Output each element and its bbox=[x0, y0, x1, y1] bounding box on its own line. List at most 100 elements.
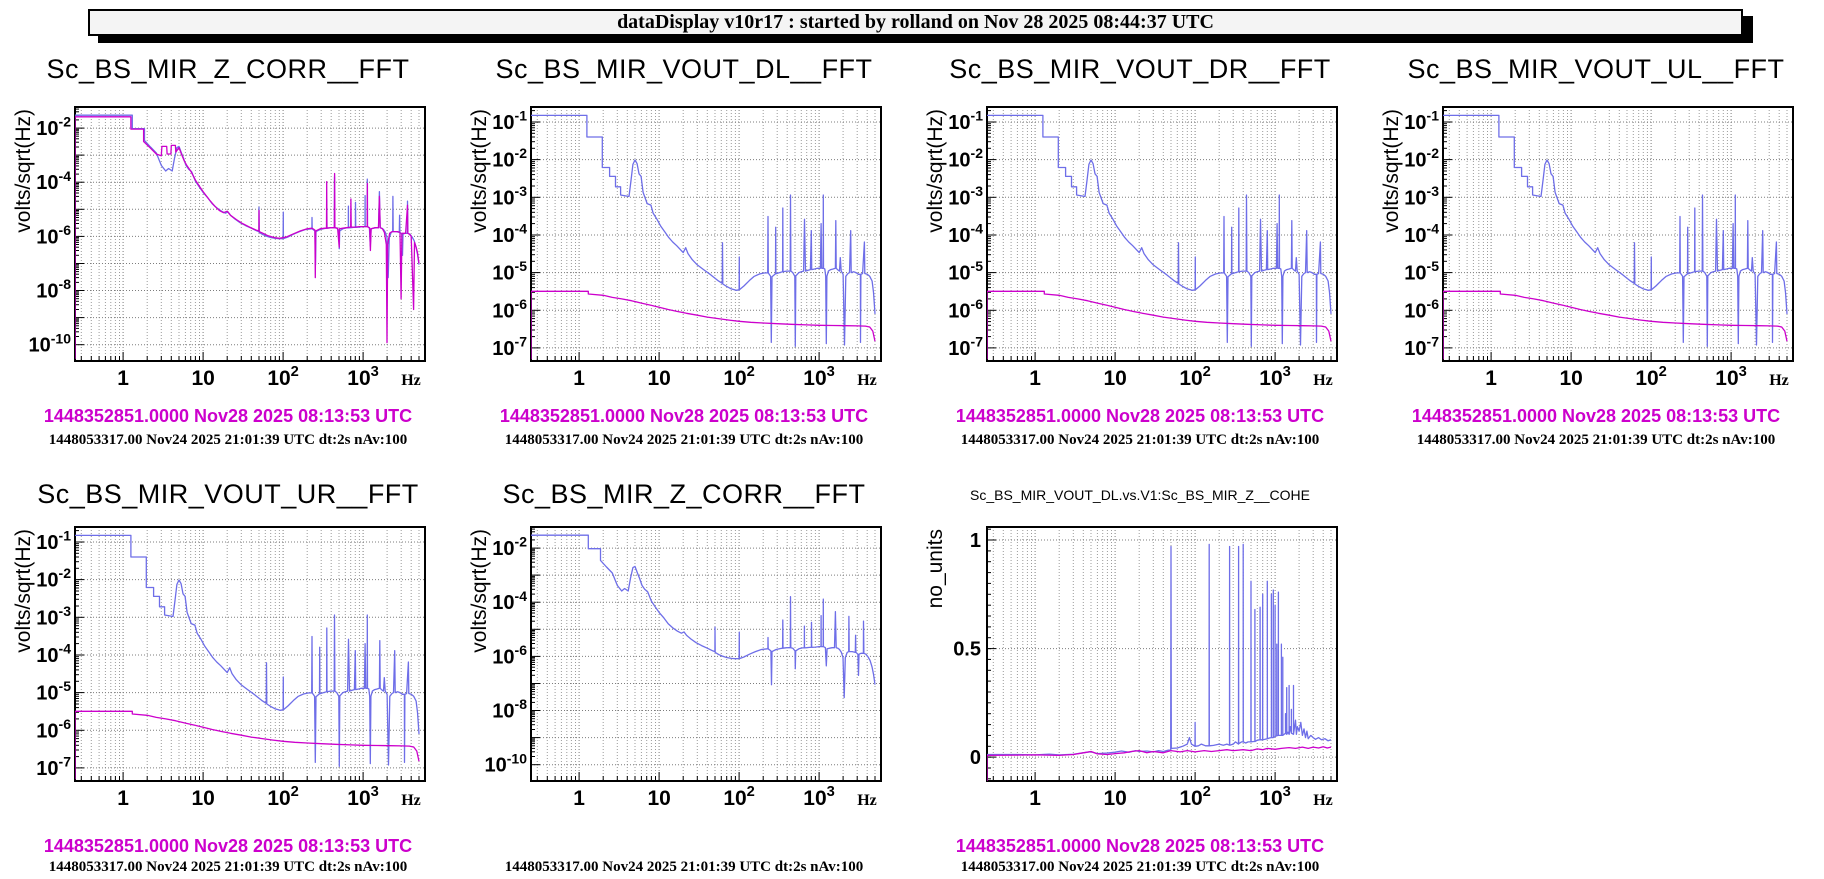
plot-title: Sc_BS_MIR_VOUT_DL__FFT bbox=[495, 54, 873, 84]
svg-text:1: 1 bbox=[1029, 787, 1041, 810]
svg-text:10-10: 10-10 bbox=[29, 330, 72, 356]
svg-text:10-5: 10-5 bbox=[492, 258, 527, 284]
plot-canvas: 10-10 10-8 10-6 10-4 10-2 1 10 102 103 Hz volts/sq… bbox=[0, 92, 456, 402]
svg-text:volts/sqrt(Hz): volts/sqrt(Hz) bbox=[924, 109, 947, 233]
svg-text:10-7: 10-7 bbox=[36, 754, 71, 780]
svg-text:volts/sqrt(Hz): volts/sqrt(Hz) bbox=[468, 109, 491, 233]
svg-text:0: 0 bbox=[970, 747, 981, 769]
svg-text:10-4: 10-4 bbox=[1404, 221, 1439, 247]
timestamp-current: 1448352851.0000 Nov28 2025 08:13:53 UTC bbox=[955, 406, 1325, 426]
svg-text:1: 1 bbox=[117, 787, 129, 810]
svg-text:10: 10 bbox=[647, 367, 670, 390]
plot-cell-z-corr-fft-bottom: Sc_BS_MIR_Z_CORR__FFT 10-10 10-8 10-6 10-4 1… bbox=[456, 455, 912, 879]
svg-text:10: 10 bbox=[1103, 787, 1126, 810]
svg-text:10-3: 10-3 bbox=[492, 183, 527, 209]
svg-text:10-2: 10-2 bbox=[1404, 145, 1439, 171]
svg-text:10-1: 10-1 bbox=[1404, 108, 1439, 134]
svg-text:10-2: 10-2 bbox=[492, 145, 527, 171]
svg-text:Hz: Hz bbox=[1769, 372, 1789, 389]
svg-text:volts/sqrt(Hz): volts/sqrt(Hz) bbox=[12, 529, 35, 653]
plot-title: Sc_BS_MIR_Z_CORR__FFT bbox=[46, 54, 410, 84]
svg-text:1: 1 bbox=[1485, 367, 1497, 390]
svg-text:10: 10 bbox=[191, 367, 214, 390]
svg-text:10: 10 bbox=[1103, 367, 1126, 390]
svg-text:10-6: 10-6 bbox=[492, 296, 527, 322]
timestamp-reference: 1448053317.00 Nov24 2025 21:01:39 UTC dt… bbox=[960, 859, 1320, 875]
svg-text:10-2: 10-2 bbox=[492, 534, 527, 560]
svg-text:10-1: 10-1 bbox=[36, 528, 71, 554]
svg-text:10-5: 10-5 bbox=[948, 258, 983, 284]
svg-text:1: 1 bbox=[573, 367, 585, 390]
svg-text:102: 102 bbox=[267, 784, 299, 810]
svg-text:Hz: Hz bbox=[857, 792, 877, 809]
svg-text:102: 102 bbox=[723, 784, 755, 810]
plot-cell-z-corr-fft-top: Sc_BS_MIR_Z_CORR__FFT 10-10 10-8 10-6 10-4 1… bbox=[0, 0, 456, 455]
svg-text:103: 103 bbox=[1259, 784, 1291, 810]
svg-text:Hz: Hz bbox=[401, 792, 421, 809]
svg-text:10-2: 10-2 bbox=[948, 145, 983, 171]
svg-text:10-4: 10-4 bbox=[36, 168, 71, 194]
timestamp-current: 1448352851.0000 Nov28 2025 08:13:53 UTC bbox=[499, 406, 869, 426]
plot-cell-vout-dr-fft: Sc_BS_MIR_VOUT_DR__FFT 10-7 10-6 10-5 10-4 1… bbox=[912, 0, 1368, 455]
svg-text:103: 103 bbox=[803, 364, 835, 390]
svg-text:10-1: 10-1 bbox=[492, 108, 527, 134]
svg-text:10-4: 10-4 bbox=[492, 221, 527, 247]
svg-text:1: 1 bbox=[1029, 367, 1041, 390]
svg-text:102: 102 bbox=[1179, 784, 1211, 810]
svg-text:10-8: 10-8 bbox=[492, 696, 527, 722]
svg-text:103: 103 bbox=[1259, 364, 1291, 390]
timestamp-current: 1448352851.0000 Nov28 2025 08:13:53 UTC bbox=[1411, 406, 1781, 426]
svg-text:10: 10 bbox=[191, 787, 214, 810]
svg-text:103: 103 bbox=[803, 784, 835, 810]
svg-text:10: 10 bbox=[1559, 367, 1582, 390]
plot-canvas: 10-10 10-8 10-6 10-4 10-2 1 10 102 103 Hz volts/sq… bbox=[456, 512, 912, 822]
plot-canvas: 10-7 10-6 10-5 10-4 10-3 10-2 10-1 1 10 102 103 Hz v… bbox=[0, 512, 456, 822]
svg-text:Hz: Hz bbox=[1313, 792, 1333, 809]
timestamp-reference: 1448053317.00 Nov24 2025 21:01:39 UTC dt… bbox=[504, 859, 864, 875]
svg-text:10-10: 10-10 bbox=[485, 750, 528, 776]
timestamp-reference: 1448053317.00 Nov24 2025 21:01:39 UTC dt… bbox=[1416, 432, 1776, 448]
svg-text:102: 102 bbox=[1635, 364, 1667, 390]
timestamp-reference: 1448053317.00 Nov24 2025 21:01:39 UTC dt… bbox=[960, 432, 1320, 448]
svg-text:10-4: 10-4 bbox=[36, 641, 71, 667]
timestamp-reference: 1448053317.00 Nov24 2025 21:01:39 UTC dt… bbox=[504, 432, 864, 448]
svg-text:10-7: 10-7 bbox=[492, 334, 527, 360]
svg-text:10-8: 10-8 bbox=[36, 276, 71, 302]
timestamp-current: 1448352851.0000 Nov28 2025 08:13:53 UTC bbox=[955, 836, 1325, 856]
svg-text:10-7: 10-7 bbox=[948, 334, 983, 360]
svg-text:10-5: 10-5 bbox=[1404, 258, 1439, 284]
svg-text:no_units: no_units bbox=[924, 529, 947, 608]
svg-text:10-4: 10-4 bbox=[948, 221, 983, 247]
plot-cell-coherence: Sc_BS_MIR_VOUT_DL.vs.V1:Sc_BS_MIR_Z__COH… bbox=[912, 455, 1368, 879]
svg-text:10-6: 10-6 bbox=[948, 296, 983, 322]
svg-text:volts/sqrt(Hz): volts/sqrt(Hz) bbox=[12, 109, 35, 233]
svg-text:10-2: 10-2 bbox=[36, 565, 71, 591]
plot-canvas: 10-7 10-6 10-5 10-4 10-3 10-2 10-1 1 10 102 103 Hz v… bbox=[1368, 92, 1824, 402]
plot-canvas: 10-7 10-6 10-5 10-4 10-3 10-2 10-1 1 10 102 103 Hz v… bbox=[912, 92, 1368, 402]
svg-text:102: 102 bbox=[267, 364, 299, 390]
plot-canvas: 0 0.5 1 1 10 102 103 Hz no_units bbox=[912, 512, 1368, 822]
svg-text:10-5: 10-5 bbox=[36, 678, 71, 704]
timestamp-current: 1448352851.0000 Nov28 2025 08:13:53 UTC bbox=[43, 836, 413, 856]
plot-cell-vout-ur-fft: Sc_BS_MIR_VOUT_UR__FFT 10-7 10-6 10-5 10-4 1… bbox=[0, 455, 456, 879]
svg-text:10-6: 10-6 bbox=[492, 642, 527, 668]
plot-cell-vout-ul-fft: Sc_BS_MIR_VOUT_UL__FFT 10-7 10-6 10-5 10-4 1… bbox=[1368, 0, 1824, 455]
svg-text:103: 103 bbox=[1715, 364, 1747, 390]
plot-title: Sc_BS_MIR_VOUT_UR__FFT bbox=[37, 479, 419, 509]
svg-text:10: 10 bbox=[647, 787, 670, 810]
svg-text:Hz: Hz bbox=[857, 372, 877, 389]
svg-text:10-2: 10-2 bbox=[36, 114, 71, 140]
svg-text:10-3: 10-3 bbox=[36, 603, 71, 629]
svg-text:102: 102 bbox=[1179, 364, 1211, 390]
svg-text:volts/sqrt(Hz): volts/sqrt(Hz) bbox=[1380, 109, 1403, 233]
svg-text:10-6: 10-6 bbox=[36, 716, 71, 742]
svg-text:volts/sqrt(Hz): volts/sqrt(Hz) bbox=[468, 529, 491, 653]
timestamp-reference: 1448053317.00 Nov24 2025 21:01:39 UTC dt… bbox=[48, 859, 408, 875]
svg-text:10-6: 10-6 bbox=[1404, 296, 1439, 322]
svg-text:10-7: 10-7 bbox=[1404, 334, 1439, 360]
svg-text:1: 1 bbox=[117, 367, 129, 390]
svg-text:103: 103 bbox=[347, 364, 379, 390]
plot-title: Sc_BS_MIR_VOUT_DR__FFT bbox=[949, 54, 1331, 84]
svg-text:0.5: 0.5 bbox=[953, 639, 981, 661]
